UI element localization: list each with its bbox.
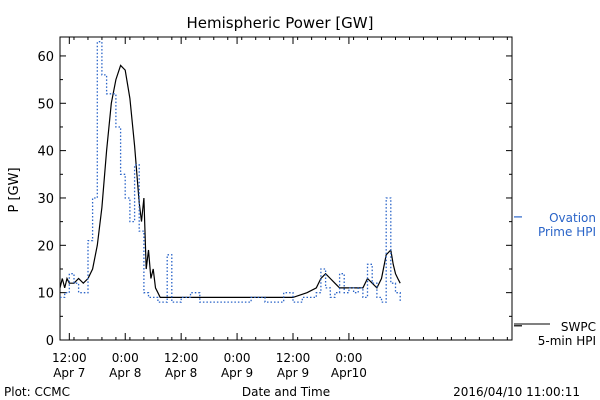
legend-label-line2-swpc-5-min-hpi: 5-min HPI — [538, 334, 596, 348]
chart-title: Hemispheric Power [GW] — [187, 14, 374, 32]
plot-frame — [59, 36, 513, 341]
x-tick-label: 12:00 — [164, 351, 199, 365]
x-tick-label-date: Apr 7 — [53, 366, 85, 380]
y-tick-label: 30 — [37, 192, 54, 207]
series-layer — [59, 41, 401, 303]
x-tick-label: 0:00 — [112, 351, 139, 365]
footer-credit: Plot: CCMC — [4, 385, 70, 399]
y-axis-label: P [GW] — [7, 167, 22, 212]
x-axis-label: Date and Time — [242, 385, 330, 399]
x-tick-label: 12:00 — [276, 351, 311, 365]
x-tick-label: 0:00 — [224, 351, 251, 365]
footer-timestamp: 2016/04/10 11:00:11 — [453, 385, 580, 399]
y-tick-label: 20 — [37, 239, 54, 254]
y-axis: 0 10 20 30 40 50 60 — [37, 50, 512, 349]
y-tick-label: 50 — [37, 97, 54, 112]
series-line-swpc — [59, 64, 401, 298]
legend-label-line2-ovation-prime-hpi: Prime HPI — [538, 225, 596, 239]
legend-label-swpc-5-min-hpi: SWPC — [561, 320, 596, 334]
x-tick-label-date: Apr 8 — [165, 366, 197, 380]
y-tick-label: 40 — [37, 145, 54, 160]
legend-label-ovation-prime-hpi: Ovation — [549, 211, 596, 225]
x-tick-label-date: Apr10 — [331, 366, 367, 380]
x-tick-label-date: Apr 9 — [221, 366, 253, 380]
y-tick-label: 10 — [37, 287, 54, 302]
y-tick-label: 60 — [37, 50, 54, 65]
x-tick-label: 0:00 — [335, 351, 362, 365]
x-tick-label: 12:00 — [52, 351, 87, 365]
y-tick-label: 0 — [46, 334, 54, 349]
series-line-ovation-prime — [60, 41, 401, 303]
x-tick-label-date: Apr 8 — [109, 366, 141, 380]
x-tick-label-date: Apr 9 — [277, 366, 309, 380]
